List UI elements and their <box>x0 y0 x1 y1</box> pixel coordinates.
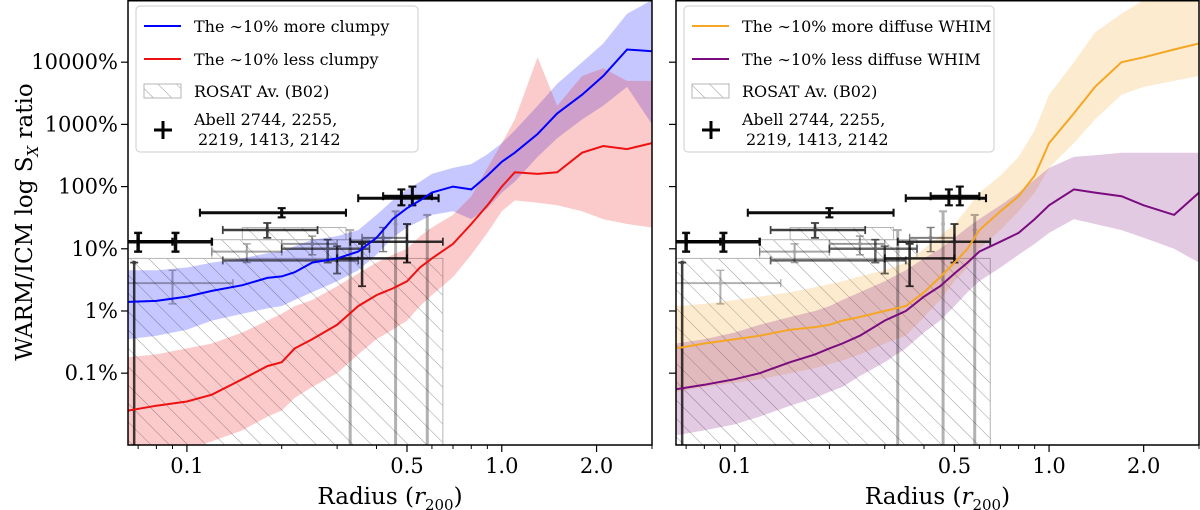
left-series-0-line <box>128 48 652 303</box>
left-x-tick-label: 2.0 <box>580 454 613 478</box>
left-y-tick-label: 1000% <box>45 112 118 136</box>
right-legend-rosat-label: ROSAT Av. (B02) <box>742 82 877 101</box>
right-observation-15 <box>893 229 902 445</box>
right-observation-10 <box>908 226 956 253</box>
left-series-1-band <box>128 57 652 445</box>
left-legend-obs-label-2: 2219, 1413, 2142 <box>198 130 341 149</box>
right-observation-13 <box>828 235 886 256</box>
right-observation-16 <box>939 210 948 445</box>
left-observation-9 <box>349 223 444 264</box>
right-observation-2 <box>746 207 895 219</box>
right-series-0-line <box>676 42 1199 350</box>
right-observation-8 <box>883 242 956 288</box>
right-x-tick-label: 0.5 <box>938 454 971 478</box>
right-legend: The ∼10% more diffuse WHIM The ∼10% less … <box>683 5 995 153</box>
left-observation-5 <box>382 185 433 207</box>
left-legend: The ∼10% more clumpy The ∼10% less clumpy… <box>135 5 419 153</box>
left-x-tick-label: 0.5 <box>390 454 423 478</box>
y-axis-title-sub: X <box>24 144 42 157</box>
right-observation-3 <box>769 222 867 239</box>
left-observation-1 <box>136 231 214 253</box>
left-x-tick-label: 0.1 <box>170 454 203 478</box>
right-rosat-box-0 <box>676 257 991 445</box>
left-observation-3 <box>221 222 319 239</box>
left-observation-16 <box>391 210 400 445</box>
right-legend-rosat-swatch <box>691 83 730 99</box>
left-plot-area <box>128 0 652 445</box>
left-panel: 0.1 0.5 1.0 2.0 0.1% 1% 10% 100% 1000% 10000% Radi… <box>31 0 653 510</box>
left-observation-15 <box>346 229 355 445</box>
left-series-1-line <box>128 142 652 412</box>
right-axes-frame <box>675 0 1200 446</box>
left-legend-label-0: The ∼10% more clumpy <box>194 17 389 36</box>
right-legend-label-1: The ∼10% less diffuse WHIM <box>742 50 981 69</box>
y-axis-title-tail: ratio <box>12 83 38 145</box>
right-x-tick-label: 0.1 <box>718 454 751 478</box>
left-observation-2 <box>198 207 348 219</box>
left-legend-rosat-swatch <box>143 83 182 99</box>
right-legend-obs-label-1: Abell 2744, 2255, <box>741 110 885 129</box>
right-panel: 0.1 0.5 1.0 2.0 Radius (r200) The ∼10% more d… <box>669 0 1200 510</box>
right-legend-obs-label-2: 2219, 1413, 2142 <box>746 130 889 149</box>
right-x-tick-label: 1.0 <box>1032 454 1065 478</box>
right-plot-area <box>676 0 1199 445</box>
left-y-tick-label: 0.1% <box>65 361 118 385</box>
right-legend-obs-marker <box>702 121 720 139</box>
left-y-tick-label: 1% <box>85 299 118 323</box>
left-observation-14 <box>130 260 139 445</box>
left-legend-rosat-label: ROSAT Av. (B02) <box>194 82 329 101</box>
right-x-axis-title: Radius (r200) <box>865 484 1010 510</box>
right-observation-11 <box>676 269 782 305</box>
left-axes-frame <box>127 0 653 446</box>
y-axis-title: WARM/ICM log SX ratio <box>12 83 42 360</box>
left-y-tick-label: 100% <box>58 175 118 199</box>
left-x-axis-title: Radius (r200) <box>317 484 462 510</box>
left-observation-12 <box>211 243 283 264</box>
right-x-tick-label: 2.0 <box>1127 454 1160 478</box>
right-observation-6 <box>828 238 918 264</box>
left-x-tick-label: 1.0 <box>485 454 518 478</box>
left-observation-6 <box>280 238 371 264</box>
right-observation-12 <box>758 243 831 264</box>
right-series-1-band <box>676 152 1199 436</box>
left-observation-13 <box>280 235 338 256</box>
left-legend-obs-label-1: Abell 2744, 2255, <box>193 110 337 129</box>
right-observation-5 <box>929 185 981 207</box>
y-axis-title-main: WARM/ICM log S <box>12 156 38 360</box>
left-y-tick-label: 10000% <box>31 50 118 74</box>
left-legend-obs-marker <box>154 121 172 139</box>
right-observation-14 <box>678 260 687 445</box>
right-series-0-band <box>676 0 1199 392</box>
right-observation-9 <box>896 223 992 264</box>
right-series-1-line <box>676 188 1199 391</box>
right-legend-label-0: The ∼10% more diffuse WHIM <box>742 17 992 36</box>
left-series-0-band <box>128 0 652 340</box>
left-legend-label-1: The ∼10% less clumpy <box>194 50 379 69</box>
left-observation-17 <box>423 213 432 445</box>
left-y-tick-label: 10% <box>71 237 118 261</box>
right-observation-1 <box>684 231 761 253</box>
